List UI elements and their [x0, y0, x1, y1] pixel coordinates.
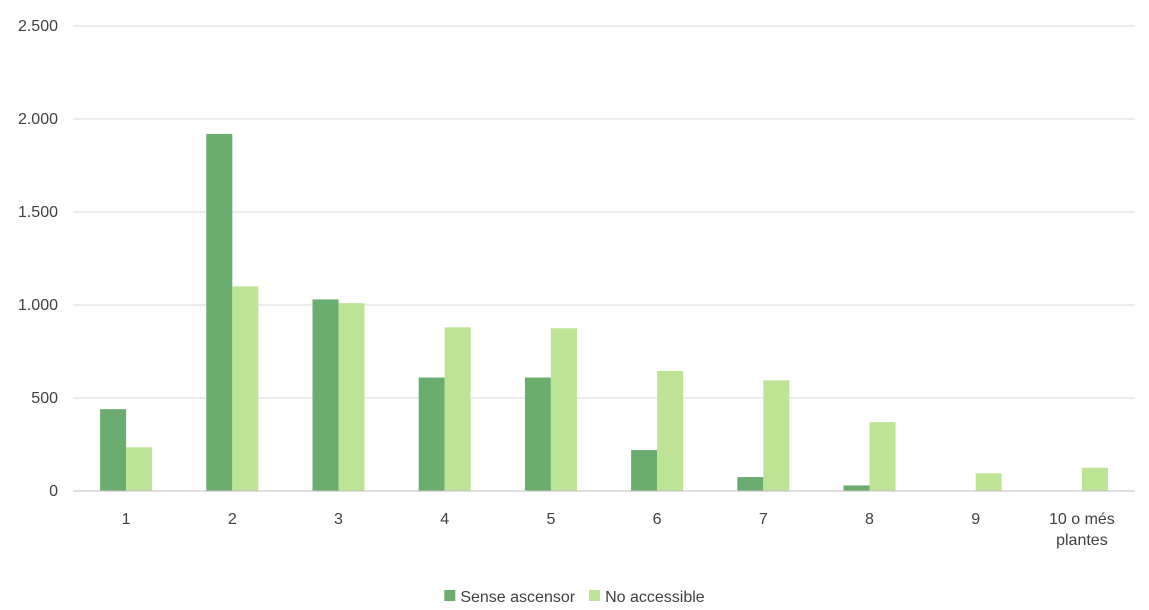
y-tick-label: 1.000 — [18, 297, 58, 314]
legend-swatch — [589, 590, 601, 601]
x-tick-label-line: 9 — [971, 511, 980, 528]
x-tick-label: 1 — [122, 511, 131, 528]
legend-swatch — [444, 590, 456, 601]
x-tick-label: 9 — [971, 511, 980, 528]
bar-sense-ascensor-7 — [737, 477, 764, 491]
x-tick-label-line: 7 — [759, 511, 768, 528]
bar-sense-ascensor-8 — [843, 485, 870, 491]
legend-item-sense-ascensor: Sense ascensor — [444, 589, 576, 606]
x-tick-label: 2 — [228, 511, 237, 528]
x-tick-label-line: 1 — [122, 511, 131, 528]
x-axis-tick-labels: 1 2 3 4 5 6 7 8 9 10 o més plantes — [122, 511, 1115, 549]
x-tick-label-line: 10 o més — [1049, 511, 1115, 528]
y-tick-label: 500 — [31, 390, 58, 407]
bar-no-accessible-7 — [763, 380, 790, 491]
bar-sense-ascensor-1 — [100, 409, 127, 491]
y-tick-label: 1.500 — [18, 204, 58, 221]
bar-no-accessible-5 — [550, 328, 577, 491]
x-tick-label: 10 o més plantes — [1049, 511, 1115, 549]
bars — [100, 133, 1108, 491]
bar-no-accessible-6 — [657, 371, 684, 491]
legend-label: No accessible — [605, 589, 705, 606]
bar-no-accessible-9 — [975, 473, 1002, 491]
bar-no-accessible-1 — [126, 447, 153, 491]
legend: Sense ascensor No accessible — [444, 589, 705, 606]
bar-sense-ascensor-3 — [312, 299, 339, 491]
x-tick-label-line: 2 — [228, 511, 237, 528]
legend-item-no-accessible: No accessible — [589, 589, 705, 606]
bar-no-accessible-8 — [869, 422, 896, 491]
y-tick-label: 0 — [49, 483, 58, 500]
bar-no-accessible-2 — [232, 286, 259, 491]
x-tick-label: 4 — [440, 511, 449, 528]
y-axis-tick-labels: 0 500 1.000 1.500 2.000 2.500 — [18, 18, 58, 500]
bar-sense-ascensor-4 — [418, 377, 445, 491]
bar-sense-ascensor-5 — [524, 377, 551, 491]
bar-no-accessible-10 — [1081, 467, 1108, 491]
x-tick-label-line: 6 — [653, 511, 662, 528]
x-tick-label: 5 — [546, 511, 555, 528]
legend-label: Sense ascensor — [460, 589, 575, 606]
x-tick-label-line: 3 — [334, 511, 343, 528]
bar-no-accessible-4 — [444, 327, 471, 491]
x-tick-label-line: 5 — [546, 511, 555, 528]
x-tick-label-line: 4 — [440, 511, 449, 528]
y-tick-label: 2.500 — [18, 18, 58, 35]
x-tick-label: 6 — [653, 511, 662, 528]
x-tick-label-line: 8 — [865, 511, 874, 528]
bar-no-accessible-3 — [338, 303, 365, 491]
x-tick-label: 7 — [759, 511, 768, 528]
y-tick-label: 2.000 — [18, 111, 58, 128]
x-tick-label: 3 — [334, 511, 343, 528]
x-tick-label-line: plantes — [1056, 532, 1108, 549]
bar-sense-ascensor-2 — [206, 133, 233, 491]
bar-sense-ascensor-6 — [631, 450, 658, 491]
x-tick-label: 8 — [865, 511, 874, 528]
